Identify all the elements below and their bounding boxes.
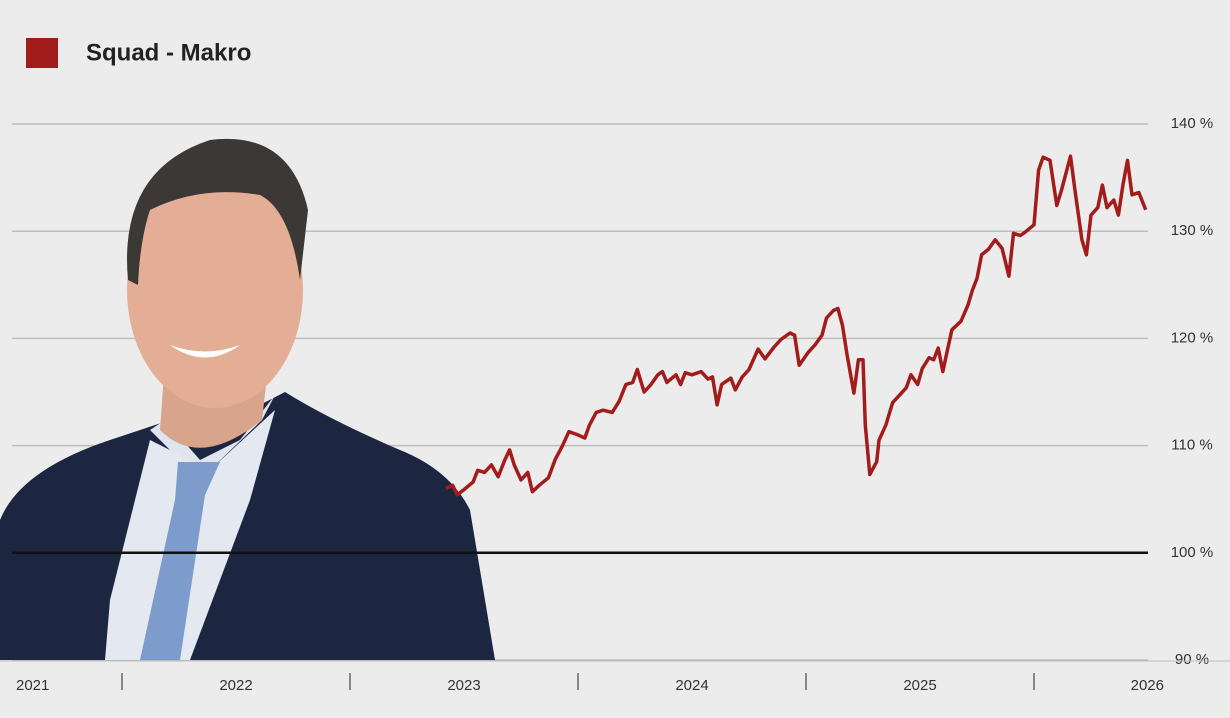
legend-swatch xyxy=(26,38,58,68)
y-tick-label: 120 % xyxy=(1171,329,1214,346)
x-tick-label: 2022 xyxy=(219,677,252,694)
hair xyxy=(127,138,308,285)
portrait xyxy=(0,138,495,660)
y-tick-label: 130 % xyxy=(1171,222,1214,239)
y-tick-label: 110 % xyxy=(1171,437,1212,454)
collar xyxy=(150,395,275,470)
smile xyxy=(170,345,240,358)
legend-label: Squad - Makro xyxy=(86,39,251,66)
y-tick-label: 140 % xyxy=(1171,115,1214,132)
x-tick-label: 2023 xyxy=(447,677,480,694)
data-line xyxy=(445,154,1148,497)
plot: 2021 2022 2023 2024 2025 2026 xyxy=(0,154,1230,694)
x-tick-label: 2024 xyxy=(675,677,708,694)
face xyxy=(127,172,303,408)
x-tick-label: 2025 xyxy=(903,677,936,694)
x-tick-label: 2026 xyxy=(1131,677,1164,694)
y-tick-label: 100 % xyxy=(1171,544,1214,561)
tie xyxy=(140,462,220,660)
x-tick-label: 2021 xyxy=(16,677,49,694)
y-tick-label: 90 % xyxy=(1175,651,1209,668)
